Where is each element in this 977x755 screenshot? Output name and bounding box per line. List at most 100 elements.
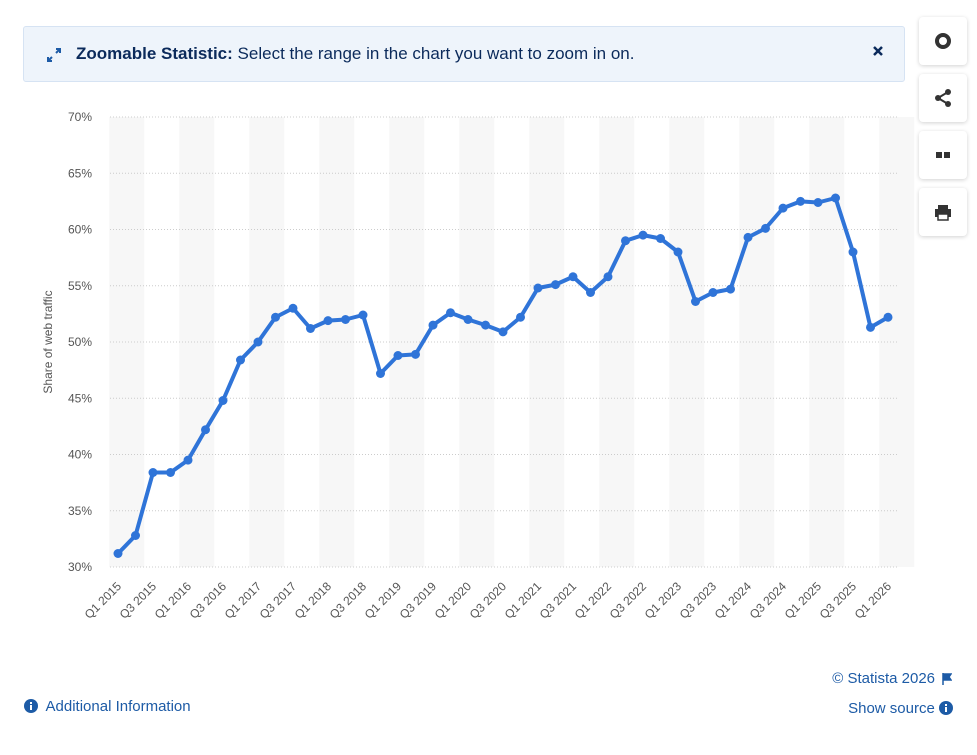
point [498,327,508,337]
point [796,196,805,206]
settings-button[interactable] [919,17,967,65]
x-tick-label: Q3 2016 [187,579,230,622]
x-tick-label: Q1 2015 [82,579,125,622]
flag-icon [942,673,952,685]
banner-text: Zoomable Statistic: Select the range in … [76,44,634,64]
band [739,117,775,567]
x-tick-label: Q3 2021 [537,579,580,622]
x-tick-label: Q3 2025 [817,579,860,622]
x-tick-label: Q3 2024 [747,579,790,622]
y-tick-label: 60% [68,223,92,237]
y-tick-label: 40% [68,448,92,462]
point [253,337,263,347]
point [726,284,735,294]
point [638,230,648,240]
show-source[interactable]: Show source [848,700,953,717]
point [446,308,455,318]
settings-icon [935,33,951,49]
band [529,117,565,567]
x-tick-label: Q1 2021 [502,579,545,622]
point [323,316,333,326]
point [236,355,245,365]
copyright[interactable]: © Statista 2026 [832,670,935,687]
x-tick-label: Q3 2018 [327,579,370,622]
point [341,315,350,324]
point [656,234,665,243]
zoom-banner: Zoomable Statistic: Select the range in … [23,26,905,82]
x-tick-label: Q3 2015 [117,579,160,622]
point [848,247,858,257]
point [271,312,280,322]
point [148,468,158,477]
info-icon [24,699,38,713]
band [109,117,145,567]
point [131,531,140,540]
close-button[interactable] [872,45,884,57]
point [778,203,788,213]
point [603,272,613,282]
info-icon [939,701,953,715]
y-tick-label: 30% [68,560,92,574]
point [376,369,385,378]
y-tick-label: 55% [68,279,92,293]
x-tick-label: Q3 2019 [397,579,440,622]
x-tick-label: Q1 2022 [572,579,615,622]
point [708,288,718,297]
point [481,320,490,330]
point [673,247,683,257]
point [516,312,525,322]
point [551,280,560,290]
band [319,117,355,567]
x-tick-label: Q1 2023 [642,579,685,622]
y-tick-label: 45% [68,391,92,405]
source-text: Show source [848,700,935,717]
y-tick-label: 70% [68,110,92,124]
point [743,232,753,242]
point [463,315,473,324]
x-tick-label: Q1 2026 [852,579,895,622]
print-button[interactable] [919,188,967,236]
point [533,283,543,293]
x-tick-label: Q3 2017 [257,579,300,622]
y-tick-label: 50% [68,335,92,349]
info-text: Additional Information [45,698,191,715]
cite-button[interactable] [919,131,967,179]
x-tick-label: Q3 2022 [607,579,650,622]
x-tick-label: Q3 2023 [677,579,720,622]
x-tick-label: Q1 2025 [782,579,825,622]
cite-icon [936,152,950,158]
point [113,549,123,558]
point [358,310,368,320]
point [288,303,298,313]
point [428,320,438,330]
x-tick-label: Q1 2017 [222,579,265,622]
point [621,236,630,246]
point [883,312,893,322]
additional-info[interactable]: Additional Information [24,698,191,715]
point [866,322,875,332]
point [183,455,193,465]
share-button[interactable] [919,74,967,122]
banner-title: Zoomable Statistic: [76,44,233,63]
point [831,193,840,203]
point [166,468,175,477]
point [201,425,210,435]
point [411,349,420,359]
x-tick-label: Q3 2020 [467,579,510,622]
point [761,223,770,233]
x-tick-label: Q1 2016 [152,579,195,622]
x-tick-label: Q1 2024 [712,579,755,622]
point [813,198,823,207]
x-tick-label: Q1 2020 [432,579,475,622]
expand-icon [47,48,61,62]
point [393,351,403,360]
share-icon [935,89,951,107]
x-tick-label: Q1 2019 [362,579,405,622]
y-tick-label: 65% [68,166,92,180]
point [568,272,578,282]
y-axis-label: Share of web traffic [41,290,55,393]
y-tick-label: 35% [68,504,92,518]
x-tick-label: Q1 2018 [292,579,335,622]
banner-message: Select the range in the chart you want t… [237,44,635,63]
